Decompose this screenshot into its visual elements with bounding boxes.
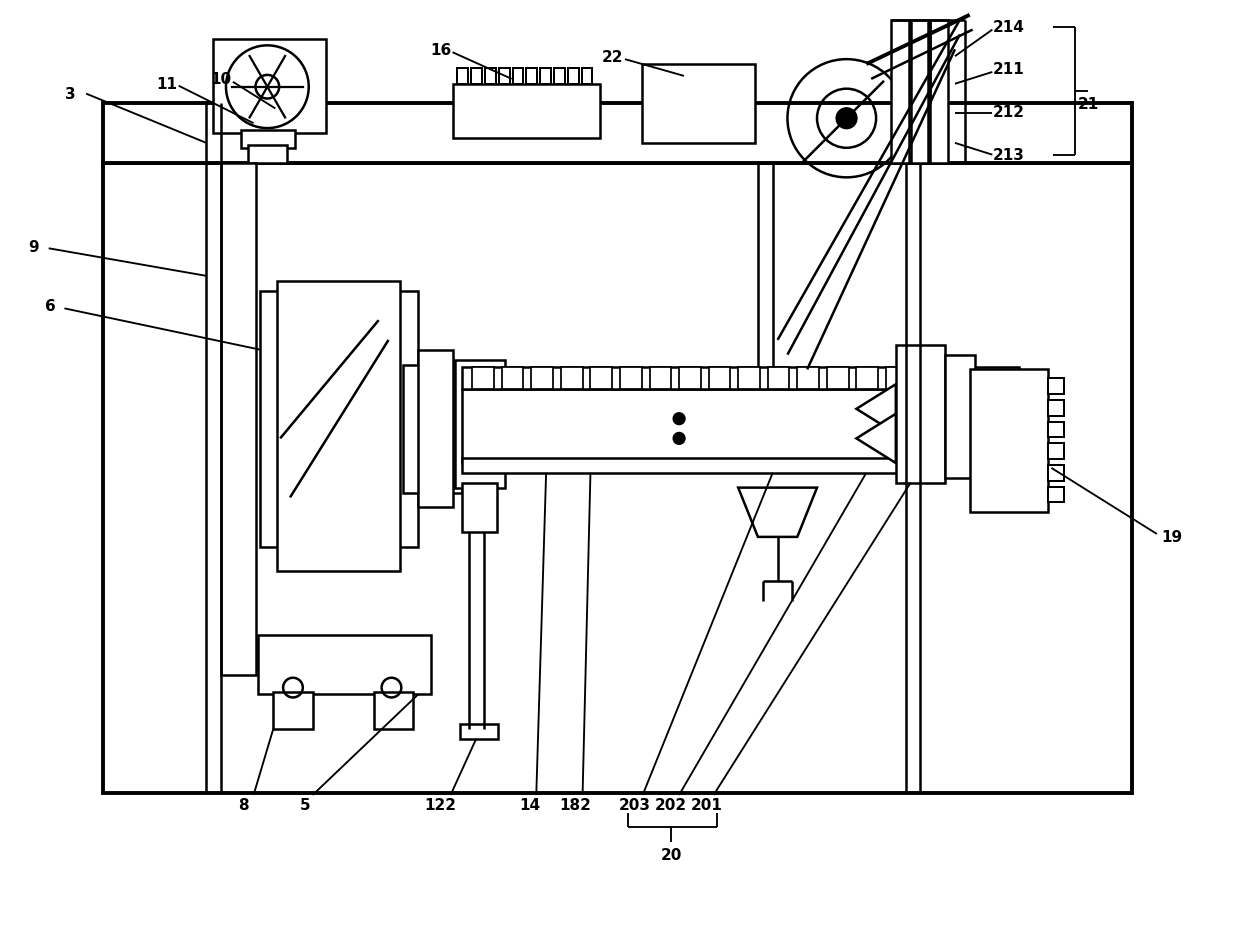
Text: 20: 20 xyxy=(661,846,682,861)
Circle shape xyxy=(673,433,684,445)
Bar xyxy=(560,368,583,390)
Bar xyxy=(885,368,908,390)
Bar xyxy=(1049,444,1064,459)
Bar xyxy=(930,20,949,163)
Bar xyxy=(512,69,523,84)
Text: 22: 22 xyxy=(601,49,622,65)
Text: 9: 9 xyxy=(29,239,40,254)
Bar xyxy=(554,69,565,84)
Bar xyxy=(895,345,945,483)
Text: 213: 213 xyxy=(993,148,1025,163)
Text: 214: 214 xyxy=(993,20,1025,35)
Text: 211: 211 xyxy=(993,62,1025,77)
Text: 212: 212 xyxy=(993,105,1025,120)
Bar xyxy=(373,691,413,729)
Bar xyxy=(1049,401,1064,417)
Text: 122: 122 xyxy=(425,797,456,812)
Bar xyxy=(498,69,510,84)
Bar xyxy=(857,368,878,390)
Bar xyxy=(582,69,593,84)
Bar xyxy=(1049,466,1064,482)
Text: 6: 6 xyxy=(46,299,56,314)
Text: 10: 10 xyxy=(211,72,232,87)
Bar xyxy=(463,483,497,533)
Bar xyxy=(641,65,755,144)
Text: 14: 14 xyxy=(518,797,539,812)
Bar xyxy=(827,368,848,390)
Bar xyxy=(103,163,1132,793)
Circle shape xyxy=(673,413,684,425)
Bar xyxy=(241,131,295,148)
Bar xyxy=(103,104,1132,163)
Bar xyxy=(502,368,523,390)
Bar xyxy=(768,368,790,390)
Bar xyxy=(463,458,1019,473)
Bar xyxy=(797,368,818,390)
Text: 8: 8 xyxy=(238,797,249,812)
Text: 201: 201 xyxy=(691,797,723,812)
Circle shape xyxy=(837,110,857,129)
Bar xyxy=(458,69,469,84)
Bar xyxy=(650,368,671,390)
Bar xyxy=(221,163,255,675)
Bar xyxy=(945,355,975,478)
Bar xyxy=(463,368,1019,390)
Bar xyxy=(680,368,701,390)
Text: 11: 11 xyxy=(156,77,177,92)
Bar xyxy=(568,69,579,84)
Bar xyxy=(260,291,418,548)
Bar xyxy=(590,368,613,390)
Bar xyxy=(915,368,937,390)
Bar xyxy=(541,69,551,84)
Polygon shape xyxy=(857,414,895,463)
Bar xyxy=(453,84,600,139)
Bar xyxy=(418,351,453,508)
Bar xyxy=(910,20,929,163)
Text: 21: 21 xyxy=(1078,97,1099,112)
Text: 3: 3 xyxy=(64,87,76,102)
Bar xyxy=(258,636,430,695)
Bar xyxy=(471,69,482,84)
Bar xyxy=(460,724,497,739)
Bar xyxy=(890,20,909,163)
Bar xyxy=(463,390,1019,463)
Text: 203: 203 xyxy=(619,797,651,812)
Bar xyxy=(532,368,553,390)
Bar xyxy=(278,281,401,572)
Polygon shape xyxy=(857,385,895,434)
Bar xyxy=(527,69,537,84)
Bar xyxy=(248,146,286,163)
Polygon shape xyxy=(738,488,817,537)
Bar xyxy=(1049,487,1064,503)
Bar xyxy=(945,368,967,390)
Bar xyxy=(472,368,494,390)
Text: 19: 19 xyxy=(1161,530,1182,545)
Text: 16: 16 xyxy=(430,43,451,58)
Bar xyxy=(708,368,730,390)
Bar xyxy=(455,360,505,488)
Bar xyxy=(273,691,312,729)
Bar xyxy=(1049,422,1064,438)
Bar xyxy=(485,69,496,84)
Text: 202: 202 xyxy=(655,797,687,812)
Bar xyxy=(738,368,760,390)
Bar xyxy=(620,368,641,390)
Text: 5: 5 xyxy=(300,797,310,812)
Text: 182: 182 xyxy=(559,797,591,812)
Bar xyxy=(403,365,463,493)
Bar xyxy=(1049,379,1064,394)
Bar xyxy=(213,41,326,134)
Bar xyxy=(970,370,1049,512)
